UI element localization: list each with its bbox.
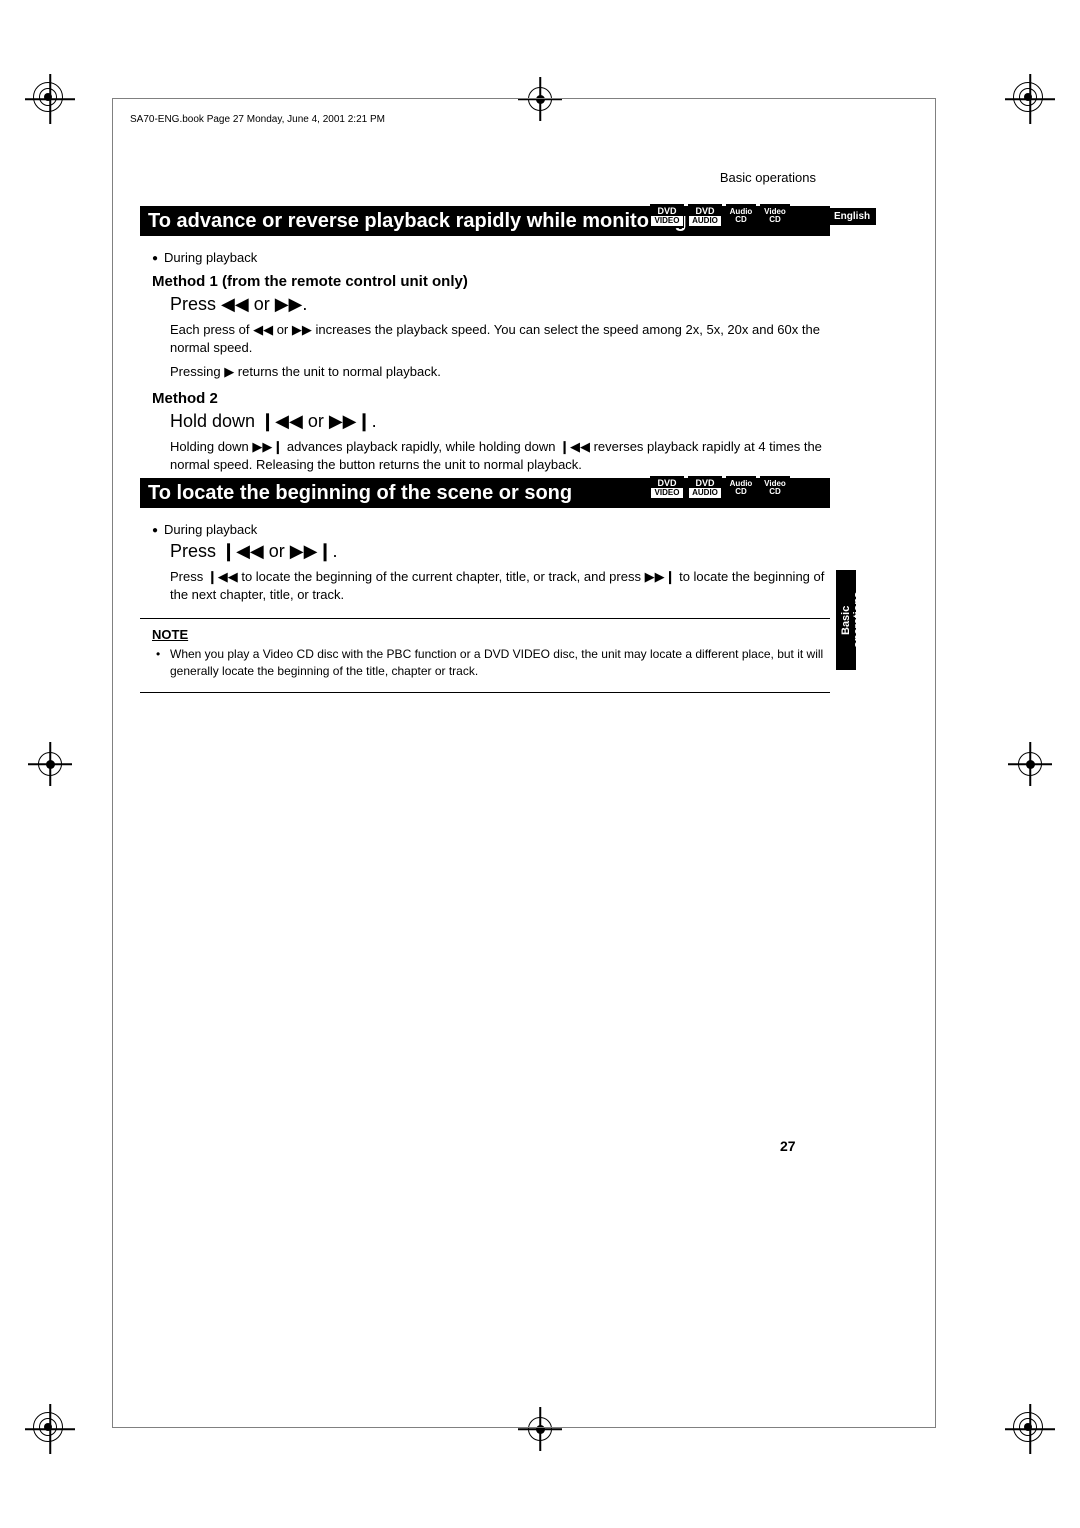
section1-during: During playback xyxy=(152,250,830,265)
note-heading: NOTE xyxy=(152,627,830,642)
note-box: NOTE When you play a Video CD disc with … xyxy=(140,618,830,693)
badge-audio-cd: AudioCD xyxy=(726,204,756,228)
badge-dvd-audio-2: DVDAUDIO xyxy=(688,476,722,500)
badge-dvd-video-2: DVDVIDEO xyxy=(650,476,684,500)
method1-p2: Pressing ▶ returns the unit to normal pl… xyxy=(170,363,830,381)
doc-header: SA70-ENG.book Page 27 Monday, June 4, 20… xyxy=(130,114,385,125)
note-body: When you play a Video CD disc with the P… xyxy=(170,646,830,680)
crop-mark-tr xyxy=(1013,82,1047,116)
method2-p: Holding down ▶▶❙ advances playback rapid… xyxy=(170,438,830,474)
crop-mark-bl xyxy=(33,1412,67,1446)
crop-mark-tl xyxy=(33,82,67,116)
method1-press: Press ◀◀ or ▶▶. xyxy=(170,294,830,315)
method1-heading: Method 1 (from the remote control unit o… xyxy=(152,273,830,290)
section2-during: During playback xyxy=(152,522,830,537)
crop-mark-br xyxy=(1013,1412,1047,1446)
reg-mark-right xyxy=(1013,747,1047,781)
page-number: 27 xyxy=(780,1138,796,1154)
badge-audio-cd-2: AudioCD xyxy=(726,476,756,500)
section1-badges: DVDVIDEO DVDAUDIO AudioCD VideoCD xyxy=(650,204,790,228)
badge-video-cd: VideoCD xyxy=(760,204,790,228)
section1-title: To advance or reverse playback rapidly w… xyxy=(148,210,687,233)
section-locate-beginning: To locate the beginning of the scene or … xyxy=(140,472,830,693)
section-advance-reverse: To advance or reverse playback rapidly w… xyxy=(140,200,830,474)
section2-p1: Press ❙◀◀ to locate the beginning of the… xyxy=(170,568,830,604)
section2-press: Press ❙◀◀ or ▶▶❙. xyxy=(170,541,830,562)
language-tab: English xyxy=(824,208,876,225)
section2-badges: DVDVIDEO DVDAUDIO AudioCD VideoCD xyxy=(650,476,790,500)
method2-press: Hold down ❙◀◀ or ▶▶❙. xyxy=(170,411,830,432)
reg-mark-left xyxy=(33,747,67,781)
section-label-top: Basic operations xyxy=(720,170,816,185)
method2-heading: Method 2 xyxy=(152,390,830,407)
method1-p1: Each press of ◀◀ or ▶▶ increases the pla… xyxy=(170,321,830,357)
side-tab: Basic operations xyxy=(836,570,856,670)
badge-dvd-audio: DVDAUDIO xyxy=(688,204,722,228)
badge-video-cd-2: VideoCD xyxy=(760,476,790,500)
section2-title: To locate the beginning of the scene or … xyxy=(148,482,572,505)
badge-dvd-video: DVDVIDEO xyxy=(650,204,684,228)
